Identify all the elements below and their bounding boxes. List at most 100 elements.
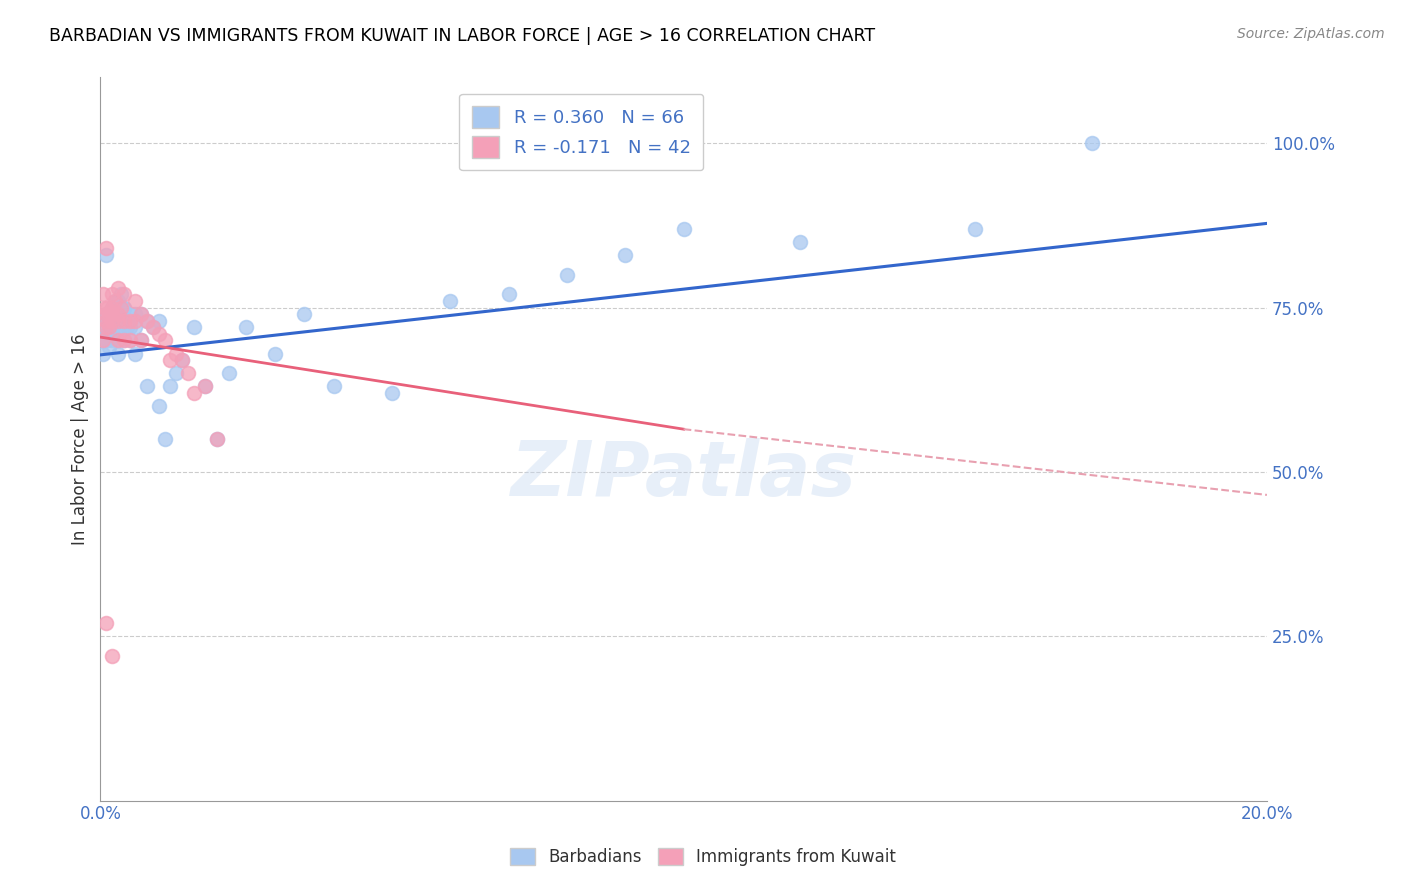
Point bbox=[107, 334, 129, 348]
Point bbox=[672, 221, 695, 235]
Point bbox=[98, 340, 121, 354]
Point bbox=[96, 314, 118, 328]
Point bbox=[112, 334, 135, 348]
Text: ZIPatlas: ZIPatlas bbox=[510, 438, 856, 512]
Point bbox=[91, 346, 114, 360]
Point bbox=[183, 386, 205, 401]
Point bbox=[101, 287, 124, 301]
Legend: Barbadians, Immigrants from Kuwait: Barbadians, Immigrants from Kuwait bbox=[502, 840, 904, 875]
Point bbox=[104, 293, 127, 308]
Point bbox=[165, 346, 187, 360]
Point bbox=[96, 248, 118, 262]
Point bbox=[177, 366, 200, 380]
Point bbox=[498, 287, 520, 301]
Point bbox=[101, 326, 124, 341]
Point bbox=[101, 307, 124, 321]
Point bbox=[264, 346, 287, 360]
Legend: R = 0.360   N = 66, R = -0.171   N = 42: R = 0.360 N = 66, R = -0.171 N = 42 bbox=[460, 94, 703, 170]
Point bbox=[165, 366, 187, 380]
Point bbox=[96, 616, 118, 631]
Point bbox=[159, 353, 181, 368]
Point bbox=[118, 334, 141, 348]
Point bbox=[614, 248, 637, 262]
Point bbox=[136, 314, 159, 328]
Point bbox=[101, 320, 124, 334]
Point bbox=[115, 320, 138, 334]
Point bbox=[112, 334, 135, 348]
Point bbox=[124, 346, 146, 360]
Point bbox=[294, 307, 316, 321]
Point bbox=[98, 320, 121, 334]
Point bbox=[124, 293, 146, 308]
Point bbox=[96, 307, 118, 321]
Point bbox=[118, 320, 141, 334]
Point bbox=[129, 307, 152, 321]
Point bbox=[124, 314, 146, 328]
Point bbox=[148, 399, 170, 413]
Point bbox=[94, 320, 117, 334]
Point bbox=[104, 307, 127, 321]
Point bbox=[96, 241, 118, 255]
Point bbox=[124, 320, 146, 334]
Point bbox=[94, 301, 117, 315]
Point bbox=[112, 314, 135, 328]
Point bbox=[142, 320, 165, 334]
Point bbox=[107, 307, 129, 321]
Point bbox=[124, 307, 146, 321]
Point bbox=[148, 314, 170, 328]
Point bbox=[98, 320, 121, 334]
Point bbox=[91, 334, 114, 348]
Point bbox=[98, 307, 121, 321]
Point bbox=[129, 307, 152, 321]
Point bbox=[439, 293, 461, 308]
Point bbox=[101, 314, 124, 328]
Point bbox=[118, 314, 141, 328]
Point bbox=[965, 221, 987, 235]
Point bbox=[194, 379, 217, 393]
Point bbox=[107, 346, 129, 360]
Point bbox=[101, 301, 124, 315]
Text: BARBADIAN VS IMMIGRANTS FROM KUWAIT IN LABOR FORCE | AGE > 16 CORRELATION CHART: BARBADIAN VS IMMIGRANTS FROM KUWAIT IN L… bbox=[49, 27, 876, 45]
Point bbox=[107, 314, 129, 328]
Point bbox=[118, 307, 141, 321]
Point bbox=[235, 320, 257, 334]
Point bbox=[104, 293, 127, 308]
Y-axis label: In Labor Force | Age > 16: In Labor Force | Age > 16 bbox=[72, 334, 89, 545]
Point bbox=[96, 314, 118, 328]
Point bbox=[107, 314, 129, 328]
Point bbox=[194, 379, 217, 393]
Point bbox=[96, 307, 118, 321]
Point bbox=[101, 648, 124, 663]
Point bbox=[107, 281, 129, 295]
Point bbox=[136, 314, 159, 328]
Point bbox=[101, 301, 124, 315]
Point bbox=[218, 366, 240, 380]
Point bbox=[101, 334, 124, 348]
Point bbox=[129, 334, 152, 348]
Point bbox=[153, 334, 176, 348]
Point bbox=[96, 320, 118, 334]
Text: Source: ZipAtlas.com: Source: ZipAtlas.com bbox=[1237, 27, 1385, 41]
Point bbox=[112, 314, 135, 328]
Point bbox=[136, 379, 159, 393]
Point bbox=[1081, 136, 1104, 151]
Point bbox=[107, 334, 129, 348]
Point bbox=[91, 334, 114, 348]
Point bbox=[112, 301, 135, 315]
Point bbox=[107, 307, 129, 321]
Point bbox=[98, 307, 121, 321]
Point bbox=[110, 301, 132, 315]
Point bbox=[107, 293, 129, 308]
Point bbox=[322, 379, 344, 393]
Point bbox=[789, 235, 811, 249]
Point bbox=[555, 268, 578, 282]
Point bbox=[112, 320, 135, 334]
Point bbox=[110, 301, 132, 315]
Point bbox=[107, 326, 129, 341]
Point bbox=[205, 432, 228, 446]
Point bbox=[110, 287, 132, 301]
Point bbox=[129, 334, 152, 348]
Point bbox=[96, 334, 118, 348]
Point bbox=[96, 326, 118, 341]
Point bbox=[91, 287, 114, 301]
